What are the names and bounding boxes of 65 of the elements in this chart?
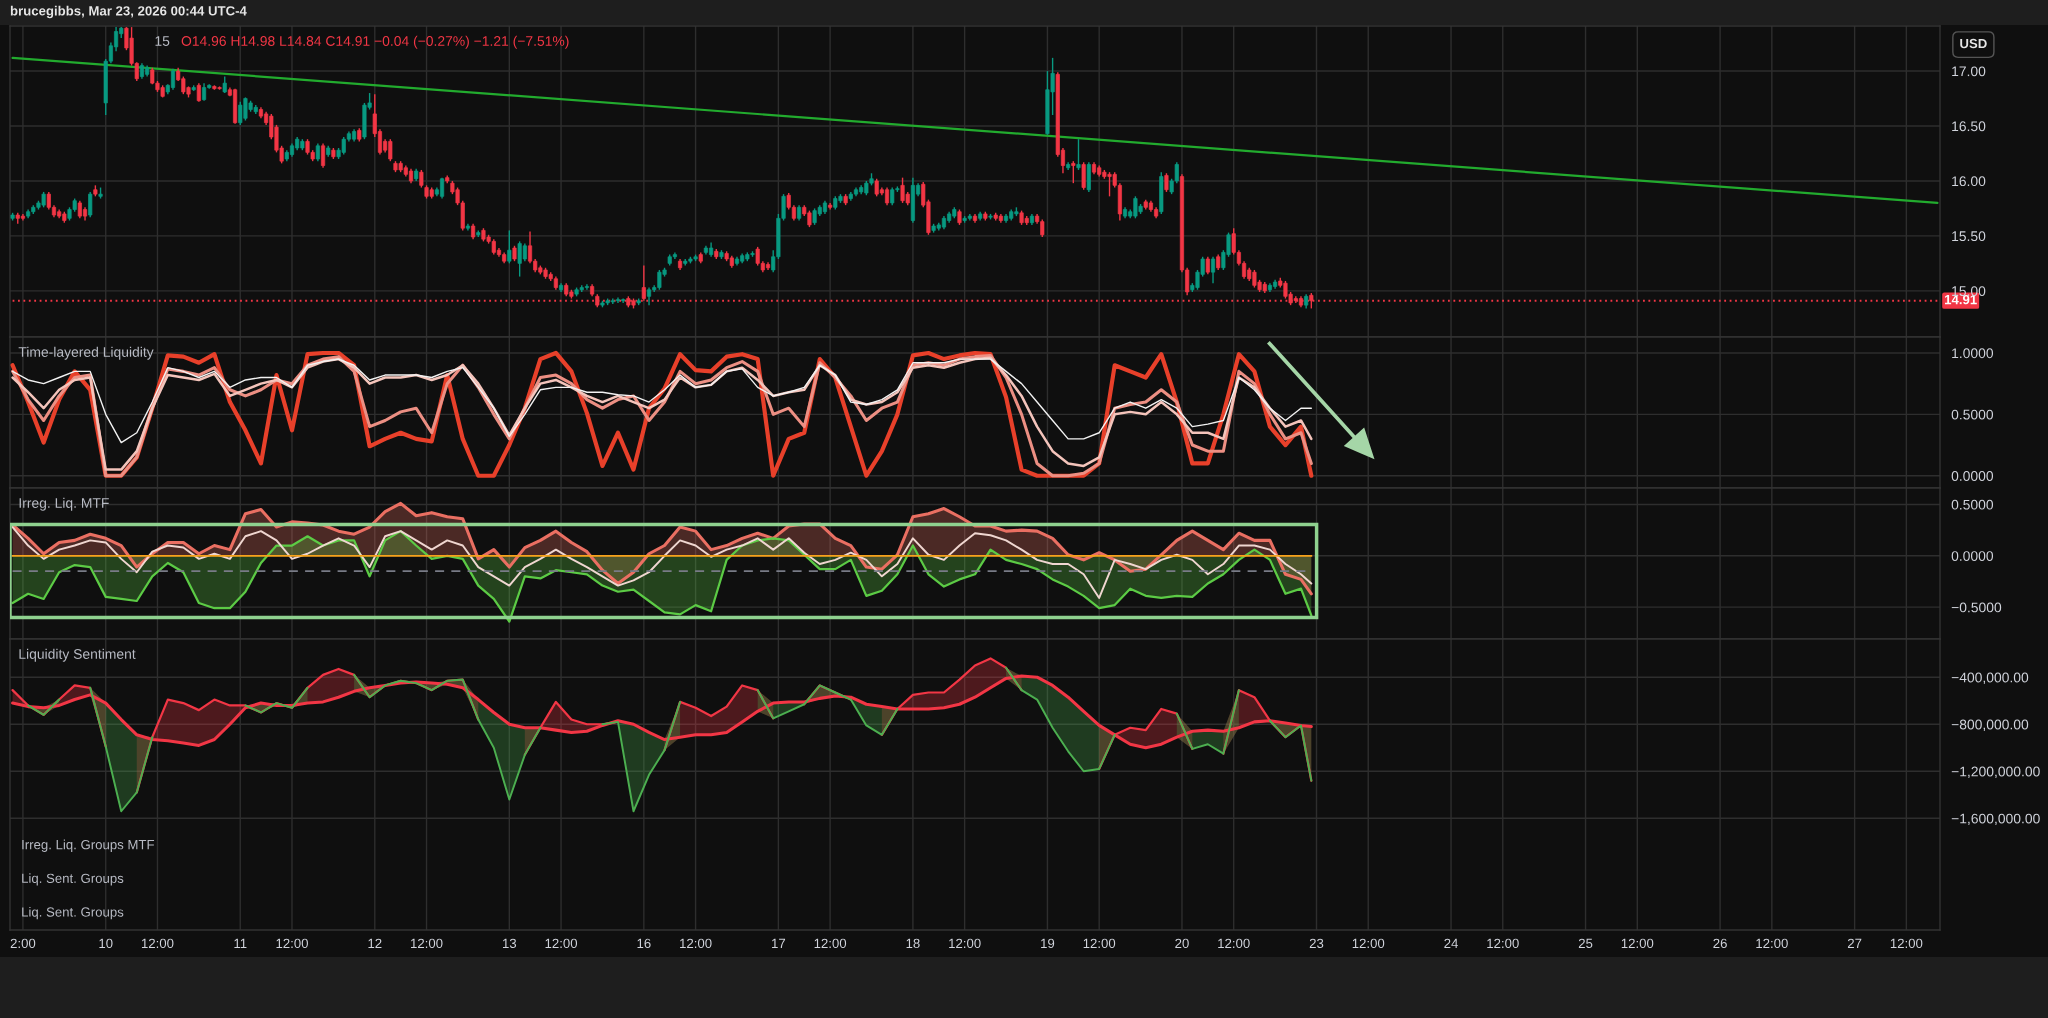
candlestick [88,191,93,218]
x-tick-label: 23 [1309,938,1324,949]
x-tick-label: 12:00 [1756,938,1788,949]
candlestick [1081,161,1086,191]
candlestick [1164,172,1169,193]
x-tick-label: 12:00 [1487,938,1519,949]
x-tick-label: 19 [1041,938,1055,949]
x-tick-label: 10 [99,938,113,949]
y-tick-label: 0.5000 [1951,499,1994,510]
y-tick-label: −400,000.00 [1951,672,2029,685]
y-tick-label: −800,000.00 [1951,719,2029,732]
y-tick-label: 15.50 [1952,231,1986,242]
x-tick-label: 12:00 [1621,938,1654,949]
x-tick-label: 27 [1847,938,1862,948]
y-tick-label: 16.00 [1952,176,1986,187]
text: brucegibbs, Mar 23, 2026 00:44 UTC-4 [10,5,247,19]
text: O14.96 H14.98 L14.84 C14.91 −0.04 (−0.27%) −1.21 (−7.51%) [181,35,569,49]
x-tick-label: 12:00 [545,938,578,949]
x-tick-label: 17 [772,938,786,948]
candlestick [1076,138,1081,171]
y-tick-label: 0.0000 [1951,551,1994,561]
x-tick-label: 12:00 [141,938,174,949]
y-tick-label: 17.00 [1952,66,1986,77]
y-tick-label: −1,200,000.00 [1951,766,2040,779]
x-tick-label: 12:00 [276,938,308,949]
y-tick-label: 1.0000 [1952,348,1994,359]
annotation: Liq. Sent. Groups [22,907,124,920]
x-tick-label: 11 [234,938,247,948]
text: Liquidity Sentiment [19,648,136,662]
annotation: Liq. Sent. Groups [22,873,124,886]
candlestick [1071,160,1076,184]
x-tick-label: 12:00 [1890,938,1923,949]
x-tick-label: 12:00 [1083,938,1116,949]
candlestick [1210,256,1216,284]
x-tick-label: 12:00 [814,938,847,949]
line-series [11,526,1313,599]
annotation: Irreg. Liq. Groups MTF [22,839,155,852]
x-tick-label: 12 [368,938,382,948]
x-tick-label: 20 [1175,938,1189,949]
candlestick [196,82,201,103]
x-tick-label: 12:00 [411,938,443,949]
x-tick-label: 25 [1578,938,1593,949]
x-tick-label: 16 [637,938,651,949]
x-tick-label: 18 [906,938,920,949]
line-series [11,358,1313,444]
x-tick-label: 13 [502,938,517,949]
x-tick-label: 12:00 [1352,938,1385,949]
y-tick-label: −1,600,000.00 [1951,813,2040,826]
x-tick-label: 12:00 [680,938,712,949]
x-tick-label: 2:00 [10,938,36,949]
x-tick-label: 24 [1444,938,1458,948]
y-tick-label: 0.0000 [1951,471,1994,481]
text: Irreg. Liq. MTF [19,497,109,511]
text: USD [1960,38,1987,49]
ref-line-label: 14.91 [1945,294,1977,305]
text: 15 [155,36,170,46]
x-tick-label: 26 [1713,938,1727,949]
x-tick-label: 12:00 [1218,938,1250,949]
x-tick-label: 12:00 [949,938,981,949]
text: Time-layered Liquidity [18,346,154,360]
candlestick [507,229,512,265]
y-tick-label: −0.5000 [1951,602,2002,613]
y-tick-label: 0.5000 [1951,409,1994,420]
y-tick-label: 16.50 [1952,121,1986,132]
candlestick [320,142,326,169]
